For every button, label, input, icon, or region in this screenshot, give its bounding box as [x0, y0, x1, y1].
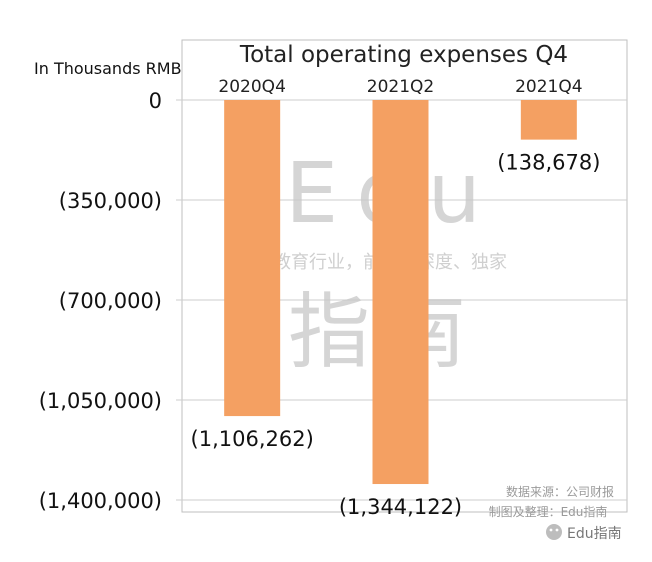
badge-icon-dot: [549, 528, 553, 532]
y-tick-labels: 0 (350,000) (700,000) (1,050,000) (1,400,000…: [39, 89, 162, 513]
y-tick-label: (1,050,000): [39, 389, 162, 413]
value-label: (138,678): [497, 151, 600, 175]
source-note: 数据来源：公司财报: [506, 484, 614, 499]
y-axis-label: In Thousands RMB: [34, 59, 182, 78]
y-tick-label: 0: [149, 89, 162, 113]
badge-icon-dot2: [555, 528, 559, 532]
bar: [520, 100, 577, 140]
author-note: 制图及整理：Edu指南: [489, 504, 608, 519]
y-tick-label: (350,000): [59, 189, 162, 213]
category-label: 2021Q4: [515, 77, 582, 97]
y-tick-label: (700,000): [59, 289, 162, 313]
category-labels: 2020Q4 2021Q2 2021Q4: [218, 77, 582, 97]
badge-text: Edu指南: [567, 526, 622, 542]
category-label: 2020Q4: [218, 77, 285, 97]
value-labels: (1,106,262) (1,344,122) (138,678): [191, 151, 601, 519]
bar: [372, 100, 429, 485]
y-tick-label: (1,400,000): [39, 489, 162, 513]
bars: [224, 100, 577, 485]
badge-icon: [546, 524, 562, 540]
value-label: (1,344,122): [339, 495, 462, 519]
bar: [224, 100, 281, 417]
value-label: (1,106,262): [191, 427, 314, 451]
plot-frame: [181, 39, 628, 513]
category-label: 2021Q2: [367, 77, 434, 97]
wechat-badge: Edu指南: [546, 524, 622, 542]
chart-title: Total operating expenses Q4: [239, 42, 568, 68]
